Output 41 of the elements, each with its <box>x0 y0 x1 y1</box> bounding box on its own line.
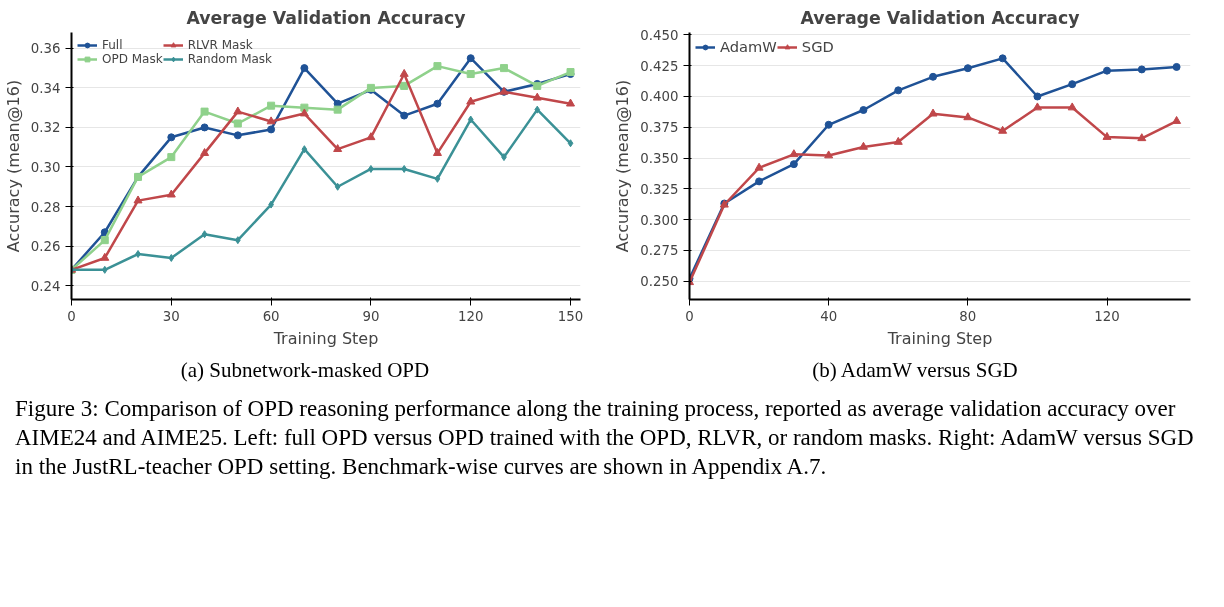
legend-label: OPD Mask <box>102 52 163 66</box>
legend-label: Full <box>102 38 123 52</box>
y-tick-label: 0.425 <box>640 58 679 74</box>
chart-title: Average Validation Accuracy <box>800 7 1080 28</box>
x-tick-label: 0 <box>67 308 76 324</box>
y-tick-label: 0.275 <box>640 243 679 259</box>
chart-title: Average Validation Accuracy <box>186 7 466 28</box>
x-tick-label: 120 <box>458 308 484 324</box>
x-tick-label: 120 <box>1094 308 1120 324</box>
x-tick-label: 30 <box>162 308 180 324</box>
legend-label: RLVR Mask <box>187 38 253 52</box>
y-tick-label: 0.26 <box>30 239 61 255</box>
x-tick-label: 90 <box>362 308 380 324</box>
x-tick-label: 40 <box>820 308 838 324</box>
y-tick-label: 0.32 <box>30 120 61 136</box>
x-tick-label: 60 <box>262 308 280 324</box>
y-tick-label: 0.325 <box>640 181 679 197</box>
text: (a) Subnetwork-masked OPD <box>180 357 430 384</box>
x-tick-label: 150 <box>557 308 584 324</box>
y-axis-title: Accuracy (mean@16) <box>613 79 633 253</box>
caption: Figure 3: Comparison of OPD reasoning performance along the training process, reported as average validation accuracy over AIME24 and AIME25. Left: full OPD versus OPD trained with the OPD, RLVR, or random masks. Right: AdamW versus SGD in the JustRL-teacher OPD setting. Benchmark-wise curves are shown in Appendix A.7. <box>15 395 1195 481</box>
legend-label: AdamW <box>720 38 777 55</box>
y-tick-label: 0.375 <box>640 120 679 136</box>
y-tick-label: 0.450 <box>640 27 679 43</box>
text: (b) AdamW versus SGD <box>812 357 1018 384</box>
y-tick-label: 0.300 <box>640 212 679 228</box>
y-tick-label: 0.30 <box>30 159 61 175</box>
legend-label: Random Mask <box>187 52 273 66</box>
x-tick-label: 0 <box>685 308 694 324</box>
y-axis-title: Accuracy (mean@16) <box>3 79 23 253</box>
y-tick-label: 0.350 <box>640 151 679 166</box>
x-axis-title: Training Step <box>886 328 993 348</box>
y-tick-label: 0.28 <box>30 199 61 215</box>
y-tick-label: 0.36 <box>30 41 61 57</box>
y-tick-label: 0.250 <box>640 274 679 290</box>
y-tick-label: 0.34 <box>30 80 61 96</box>
legend-label: SGD <box>801 38 834 55</box>
x-axis-title: Training Step <box>272 328 379 348</box>
y-tick-label: 0.400 <box>640 89 679 105</box>
y-tick-label: 0.24 <box>30 278 61 294</box>
x-tick-label: 80 <box>959 308 977 324</box>
